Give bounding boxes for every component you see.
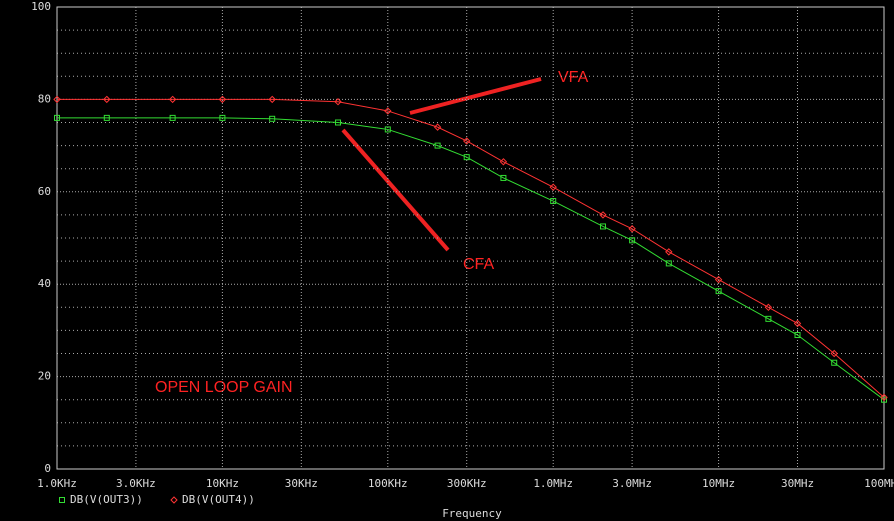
point-marker [103,114,110,121]
point-marker [714,275,723,284]
point-marker [219,114,226,121]
x-axis-label: Frequency [442,507,502,520]
x-tick-label: 1.0MHz [533,477,573,490]
point-marker [54,114,60,121]
series-line [57,117,885,401]
point-marker [384,107,392,115]
point-marker [335,119,342,126]
point-marker [168,95,177,104]
x-tick-label: 10KHz [206,477,239,490]
y-tick-label: 100 [31,0,51,13]
x-tick-label: 1.0KHz [37,477,77,490]
point-marker [334,98,342,106]
point-marker [765,315,772,322]
point-marker [880,393,888,402]
point-marker [550,198,557,205]
arrow [409,77,542,115]
annotation: CFA [463,256,494,273]
point-marker [269,115,276,122]
x-tick-label: 3.0KHz [116,477,156,490]
point-marker [103,95,111,104]
point-marker [628,225,636,233]
point-marker [831,359,838,366]
y-tick-label: 60 [38,185,51,198]
point-marker [433,123,442,131]
point-marker [549,183,557,191]
point-marker [218,95,227,104]
x-tick-label: 300KHz [447,477,487,490]
point-marker [463,154,470,161]
legend-marker [170,496,178,504]
point-marker [793,319,802,328]
arrow [341,128,450,252]
point-marker [53,95,61,104]
legend-label: DB(V(OUT4)) [182,493,255,506]
x-tick-label: 100KHz [368,477,408,490]
x-tick-label: 3.0MHz [612,477,652,490]
point-marker [629,237,636,244]
legend-marker [59,497,65,503]
plot-frame [56,6,885,470]
point-marker [500,174,507,181]
legend-label: DB(V(OUT3)) [70,493,143,506]
annotation: VFA [558,69,589,86]
y-tick-label: 80 [38,92,51,105]
series-line [57,98,885,398]
annotation: OPEN LOOP GAIN [155,379,293,396]
point-marker [268,95,276,104]
point-marker [830,349,838,358]
y-tick-label: 20 [38,370,51,383]
point-marker [715,288,722,295]
x-tick-label: 100MHz [864,477,894,490]
x-tick-label: 10MHz [702,477,735,490]
y-tick-label: 40 [38,277,51,290]
point-marker [794,332,801,339]
point-marker [665,248,673,256]
point-marker [169,114,176,121]
point-marker [499,158,508,166]
point-marker [764,303,773,312]
point-marker [463,137,471,145]
point-marker [384,126,391,133]
point-marker [599,223,606,230]
x-tick-label: 30KHz [285,477,318,490]
point-marker [665,260,672,267]
y-tick-label: 0 [44,462,51,475]
x-tick-label: 30MHz [781,477,814,490]
point-marker [599,211,607,219]
point-marker [434,142,441,149]
